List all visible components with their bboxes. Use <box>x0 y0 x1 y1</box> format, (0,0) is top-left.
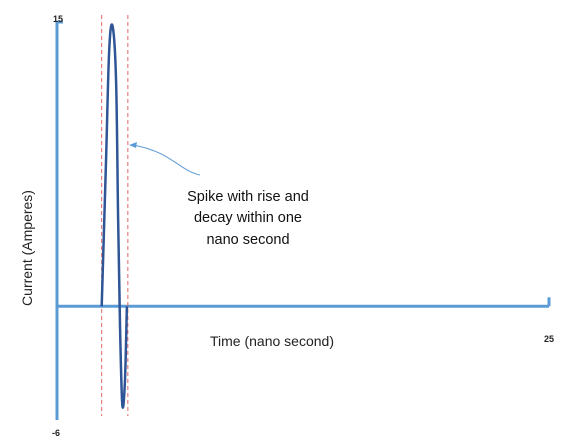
annotation-group: Spike with rise and decay within one nan… <box>129 142 309 248</box>
annotation-line-2: decay within one <box>194 210 302 226</box>
annotation-arrowhead <box>129 142 137 148</box>
annotation-arrow <box>133 145 200 175</box>
axes <box>57 22 549 420</box>
y-axis-title: Current (Amperes) <box>19 190 35 306</box>
y-tick-label-min: -6 <box>52 428 60 438</box>
series-line-1 <box>102 24 127 407</box>
series-group <box>102 24 127 407</box>
y-tick-label-max: 15 <box>53 14 63 24</box>
annotation-line-3: nano second <box>206 232 289 248</box>
x-axis-title: Time (nano second) <box>210 333 334 349</box>
annotation-line-1: Spike with rise and <box>187 189 309 205</box>
x-tick-label-max: 25 <box>544 334 554 344</box>
